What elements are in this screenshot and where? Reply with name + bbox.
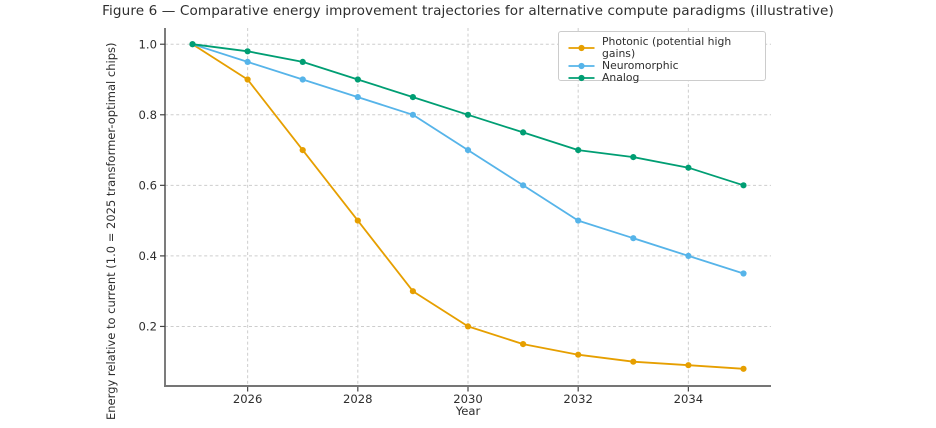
legend-item: Neuromorphic xyxy=(568,60,756,72)
legend-label: Analog xyxy=(602,71,640,84)
y-tick-label: 0.4 xyxy=(139,249,157,263)
data-point-neuromorphic xyxy=(354,94,361,101)
data-point-neuromorphic xyxy=(575,217,582,224)
x-axis-ticks: 2026 2028 2030 2032 2034 xyxy=(233,387,703,406)
data-point-neuromorphic xyxy=(409,111,416,118)
data-point-analog xyxy=(244,48,251,55)
data-point-photonic-potential-high-gains xyxy=(464,323,472,330)
data-point-analog xyxy=(575,147,582,154)
y-tick-label: 1.0 xyxy=(139,37,157,51)
x-tick-label: 2032 xyxy=(563,392,593,406)
legend-marker-icon xyxy=(568,62,595,70)
data-point-photonic-potential-high-gains xyxy=(740,365,747,372)
data-point-analog xyxy=(409,94,416,101)
data-point-analog xyxy=(630,154,637,161)
data-point-neuromorphic xyxy=(740,270,747,277)
x-tick-label: 2028 xyxy=(343,392,373,406)
data-point-analog xyxy=(740,182,747,189)
data-point-neuromorphic xyxy=(685,252,692,259)
data-point-photonic-potential-high-gains xyxy=(630,358,637,365)
legend-item: Photonic (potential high gains) xyxy=(568,36,756,60)
y-axis-ticks: 0.2 0.4 0.6 0.8 1.0 xyxy=(139,37,165,334)
y-tick-label: 0.2 xyxy=(139,320,157,334)
data-point-neuromorphic xyxy=(464,147,472,154)
data-point-analog xyxy=(520,129,527,136)
x-tick-label: 2034 xyxy=(674,392,704,406)
data-point-photonic-potential-high-gains xyxy=(354,217,361,224)
data-point-photonic-potential-high-gains xyxy=(685,362,692,369)
series-analog xyxy=(189,41,747,189)
data-point-photonic-potential-high-gains xyxy=(520,341,527,348)
data-point-analog xyxy=(354,76,361,83)
legend: Photonic (potential high gains) Neuromorp… xyxy=(558,31,766,84)
data-point-analog xyxy=(464,111,472,118)
legend-marker-icon xyxy=(568,74,595,82)
data-point-neuromorphic xyxy=(520,182,527,189)
legend-marker-icon xyxy=(568,44,595,52)
y-tick-label: 0.8 xyxy=(139,108,157,122)
legend-item: Analog xyxy=(568,72,756,84)
data-point-neuromorphic xyxy=(630,235,637,242)
data-point-analog xyxy=(685,164,692,171)
y-tick-label: 0.6 xyxy=(139,178,157,192)
legend-label: Neuromorphic xyxy=(602,59,679,72)
data-point-analog xyxy=(299,58,306,65)
data-point-photonic-potential-high-gains xyxy=(409,288,416,295)
chart-title: Figure 6 — Comparative energy improvemen… xyxy=(102,3,834,19)
x-axis-label: Year xyxy=(455,404,481,418)
data-point-photonic-potential-high-gains xyxy=(299,147,306,154)
legend-label: Photonic (potential high gains) xyxy=(602,35,732,60)
data-point-photonic-potential-high-gains xyxy=(244,76,251,83)
x-tick-label: 2026 xyxy=(233,392,263,406)
data-point-neuromorphic xyxy=(244,58,251,65)
data-point-neuromorphic xyxy=(299,76,306,83)
data-point-analog xyxy=(189,41,196,48)
data-point-photonic-potential-high-gains xyxy=(575,351,582,358)
x-tick-label: 2030 xyxy=(453,392,483,406)
